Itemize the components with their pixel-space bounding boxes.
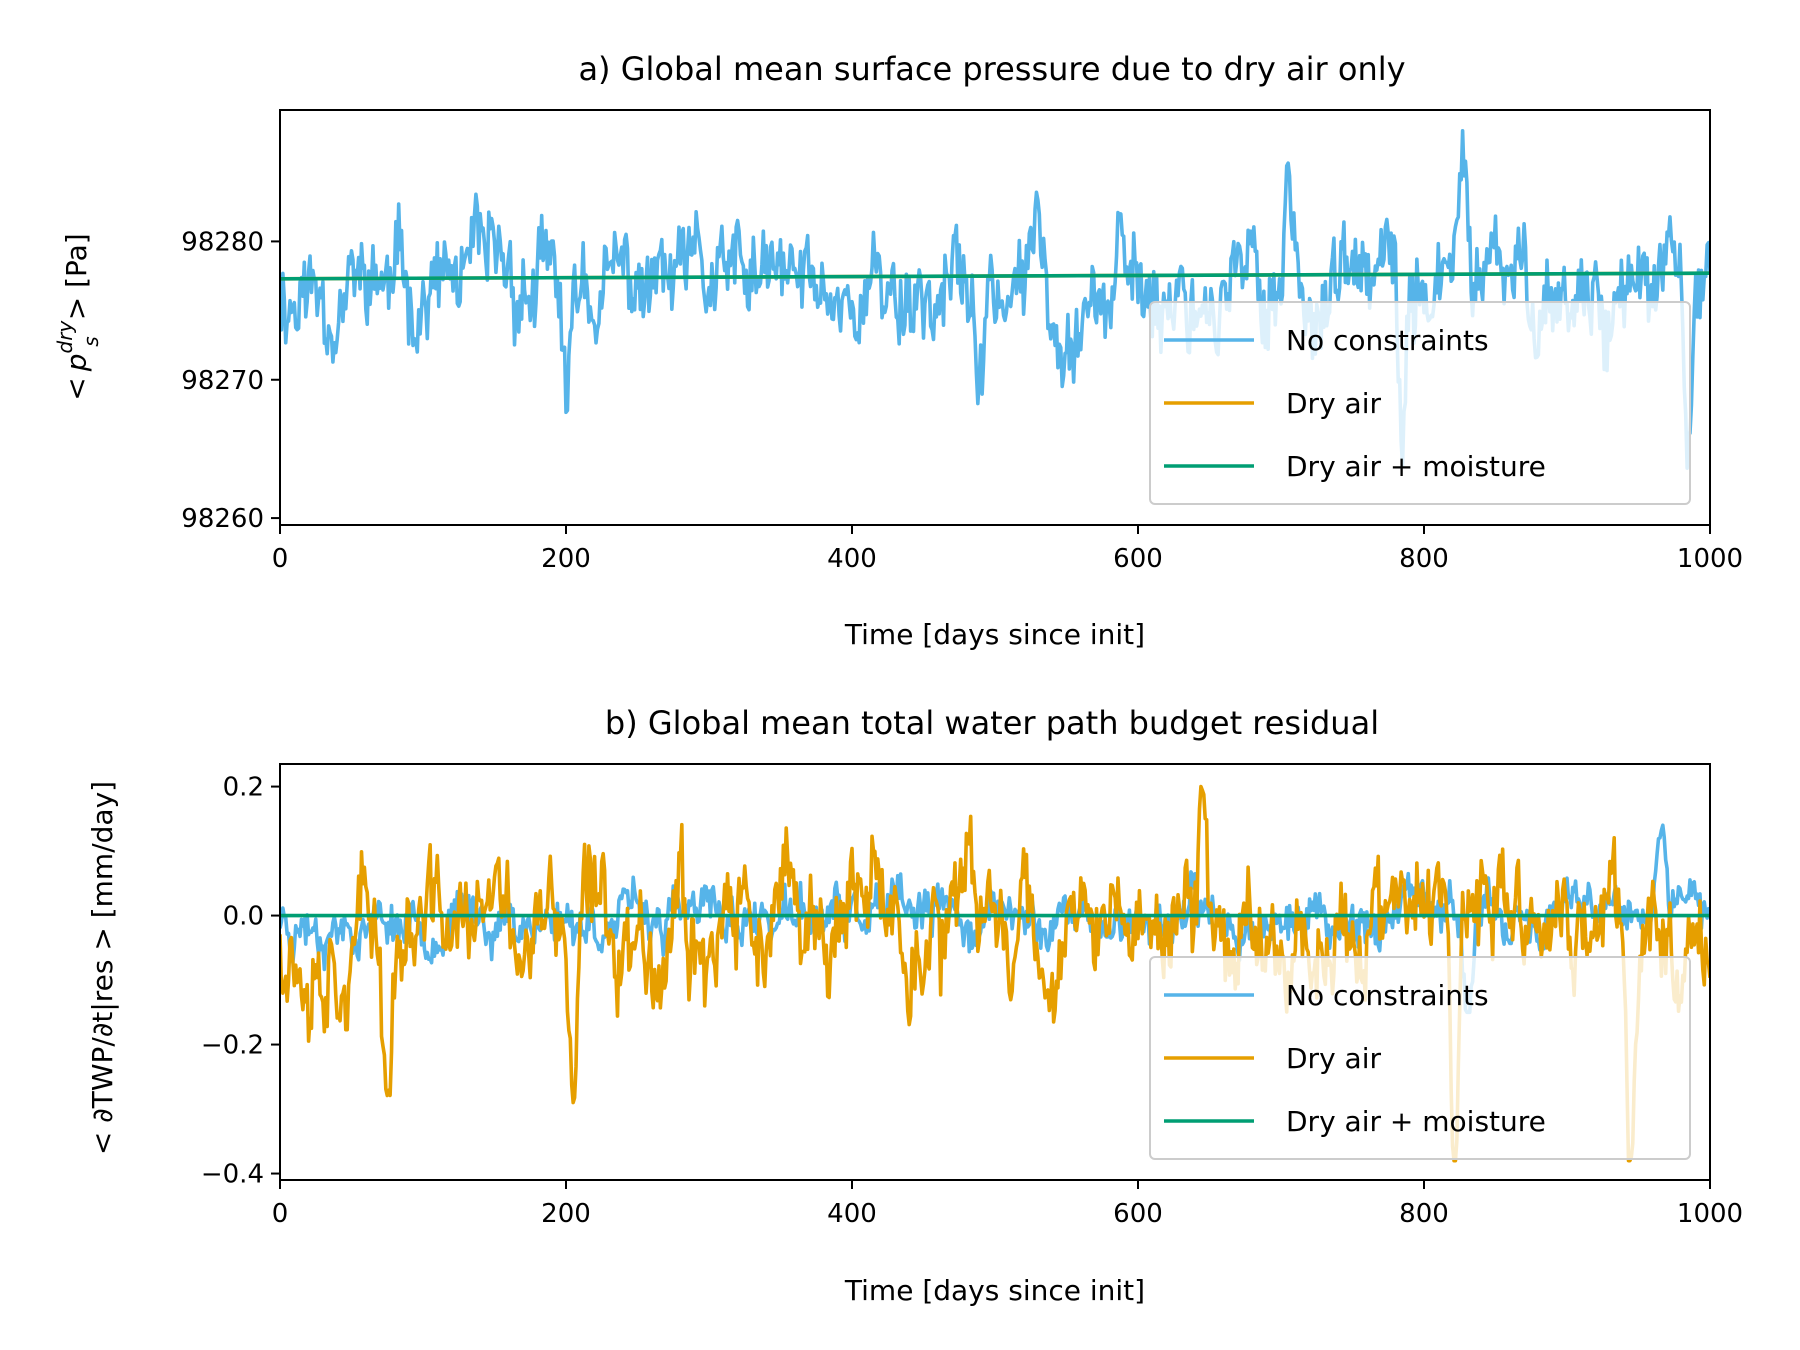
x-tick-label: 600 xyxy=(1113,1199,1163,1229)
panel-a-x-ticks: 0 200 400 600 800 1000 xyxy=(272,525,1743,574)
panel-a: a) Global mean surface pressure due to d… xyxy=(53,50,1743,651)
x-tick-label: 1000 xyxy=(1677,544,1743,574)
panel-a-y-label-suffix: > [Pa] xyxy=(60,233,93,320)
legend-label: No constraints xyxy=(1286,979,1489,1012)
legend-label: Dry air + moisture xyxy=(1286,450,1546,483)
y-tick-label: 98260 xyxy=(181,504,264,534)
panel-b-legend: No constraints Dry air Dry air + moisture xyxy=(1149,956,1691,1160)
panel-a-x-label: Time [days since init] xyxy=(844,618,1145,651)
legend-label: Dry air xyxy=(1286,1042,1381,1075)
x-tick-label: 800 xyxy=(1399,544,1449,574)
panel-b-x-label: Time [days since init] xyxy=(844,1274,1145,1307)
legend-label: Dry air + moisture xyxy=(1286,1105,1546,1138)
legend-label: Dry air xyxy=(1286,387,1381,420)
y-tick-label: 98280 xyxy=(181,227,264,257)
y-tick-label: 98270 xyxy=(181,366,264,396)
legend-box xyxy=(1149,301,1691,505)
y-tick-label: 0.2 xyxy=(223,773,264,803)
legend-label: No constraints xyxy=(1286,324,1489,357)
panel-b: b) Global mean total water path budget r… xyxy=(86,704,1743,1307)
x-tick-label: 200 xyxy=(541,544,591,574)
x-tick-label: 0 xyxy=(272,544,289,574)
panel-a-y-label: < pdry s > [Pa] xyxy=(53,233,103,400)
x-tick-label: 1000 xyxy=(1677,1199,1743,1229)
panel-a-series-dry-air-moisture xyxy=(280,271,1710,281)
x-tick-label: 200 xyxy=(541,1199,591,1229)
y-tick-label: −0.4 xyxy=(201,1160,264,1190)
panel-b-title: b) Global mean total water path budget r… xyxy=(605,704,1379,742)
panel-b-y-label: < ∂TWP/∂t|res > [mm/day] xyxy=(86,781,119,1155)
x-tick-label: 400 xyxy=(827,544,877,574)
y-tick-label: 0.0 xyxy=(223,902,264,932)
panel-a-legend: No constraints Dry air Dry air + moisture xyxy=(1149,301,1691,505)
panel-a-series-no-constraints xyxy=(280,128,1710,470)
x-tick-label: 800 xyxy=(1399,1199,1449,1229)
y-tick-label: −0.2 xyxy=(201,1031,264,1061)
panel-a-y-label-var: p xyxy=(60,353,93,372)
panel-a-y-label-prefix: < xyxy=(60,377,93,400)
panel-a-y-ticks: 98260 98270 98280 xyxy=(181,227,280,534)
panel-a-y-label-sup: dry xyxy=(53,320,77,354)
panel-b-y-ticks: −0.4 −0.2 0.0 0.2 xyxy=(201,773,280,1190)
panel-a-title: a) Global mean surface pressure due to d… xyxy=(578,50,1405,88)
panel-a-lines xyxy=(280,128,1710,470)
panel-a-frame xyxy=(279,109,1711,526)
x-tick-label: 400 xyxy=(827,1199,877,1229)
panel-a-y-label-sub: s xyxy=(79,336,103,346)
panel-b-series-dry-air xyxy=(280,784,1710,1163)
panel-b-x-ticks: 0 200 400 600 800 1000 xyxy=(272,1180,1743,1229)
legend-box xyxy=(1149,956,1691,1160)
x-tick-label: 600 xyxy=(1113,544,1163,574)
panel-b-frame xyxy=(279,763,1711,1181)
x-tick-label: 0 xyxy=(272,1199,289,1229)
